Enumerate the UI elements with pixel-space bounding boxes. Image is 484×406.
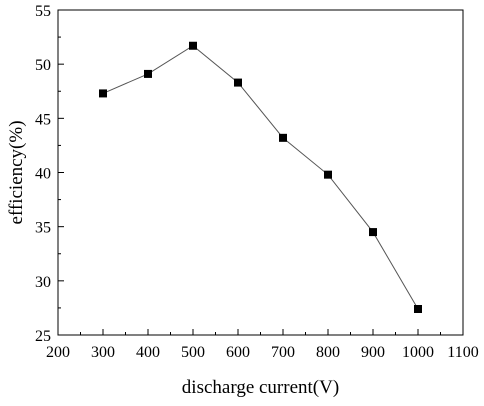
plot-frame [57,9,464,336]
y-tick-label: 50 [35,57,51,74]
data-point [144,69,152,78]
data-point [279,133,287,142]
x-axis-ticks: 200 300 400 500 600 700 800 900 1000 1100 [46,329,479,361]
series-line [102,45,419,310]
x-tick-label: 1100 [447,344,478,361]
y-tick-label: 25 [35,328,51,345]
data-point [324,170,332,179]
y-axis-ticks: 25 30 35 40 45 50 55 [35,3,64,345]
y-tick-label: 40 [35,166,51,183]
x-tick-label: 400 [136,344,160,361]
y-tick-label: 55 [35,3,51,20]
y-tick-label: 30 [35,274,51,291]
x-tick-label: 300 [91,344,115,361]
data-point [99,89,107,98]
x-tick-label: 600 [226,344,250,361]
data-point [369,228,377,237]
x-tick-label: 1000 [402,344,434,361]
x-axis-title: discharge current(V) [182,377,339,398]
data-point [234,78,242,87]
data-point [189,41,197,50]
x-tick-label: 200 [46,344,70,361]
y-tick-label: 35 [35,220,51,237]
x-tick-label: 900 [361,344,385,361]
x-tick-label: 800 [316,344,340,361]
x-tick-label: 700 [271,344,295,361]
y-axis-title: efficiency(%) [6,120,27,224]
x-tick-label: 500 [181,344,205,361]
data-point [414,305,422,313]
series-group [99,41,422,313]
y-tick-label: 45 [35,111,51,128]
